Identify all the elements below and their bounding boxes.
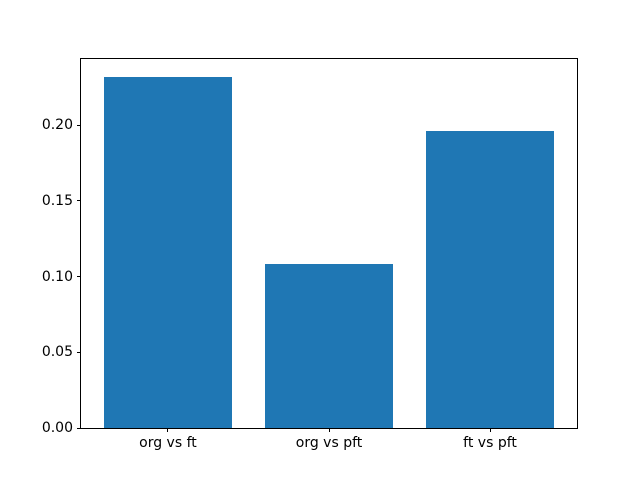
x-tick-mark [167, 428, 169, 432]
bar [103, 76, 233, 428]
x-tick-label: org vs ft [139, 435, 197, 451]
y-tick-mark [77, 427, 81, 429]
x-tick-mark [489, 428, 491, 432]
x-tick-label: ft vs pft [463, 435, 517, 451]
plot-area: 0.00 0.05 0.10 0.15 0.20 org vs ft org vs pft… [42, 58, 578, 450]
bar [425, 131, 555, 428]
x-tick-label: org vs pft [295, 435, 363, 451]
y-tick-mark [77, 351, 81, 353]
y-tick-label: 0.05 [41, 344, 73, 361]
bar [264, 264, 394, 428]
y-tick-label: 0.10 [41, 268, 73, 285]
y-tick-mark [77, 276, 81, 278]
x-tick-mark [328, 428, 330, 432]
y-tick-label: 0.20 [41, 117, 73, 134]
y-tick-label: 0.15 [41, 192, 73, 209]
y-tick-mark [77, 124, 81, 126]
y-tick-label: 0.00 [41, 420, 73, 436]
y-tick-mark [77, 200, 81, 202]
